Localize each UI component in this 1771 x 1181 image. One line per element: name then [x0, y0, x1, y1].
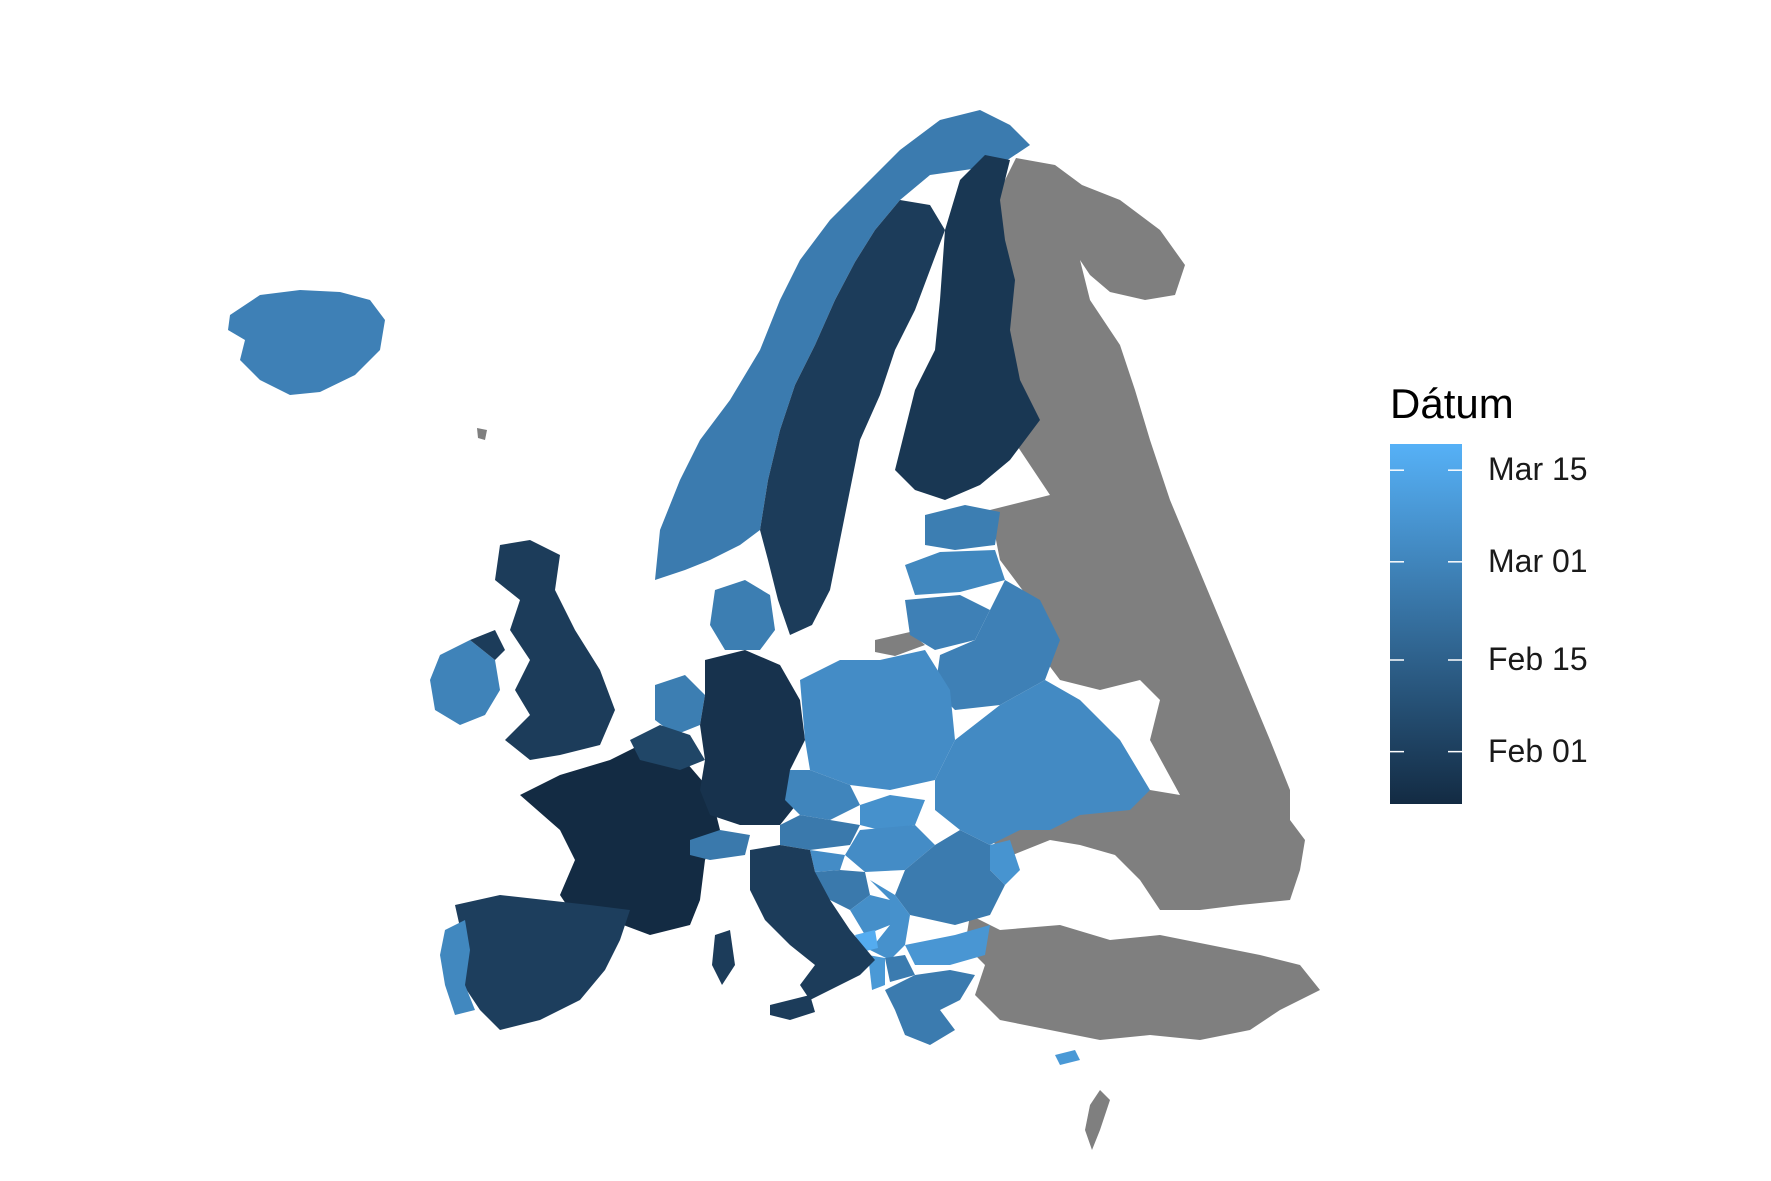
region-ukraine — [935, 680, 1150, 845]
region-croatia — [815, 870, 870, 910]
legend-tick-label: Feb 15 — [1488, 641, 1588, 677]
region-sardinia — [712, 930, 735, 985]
region-belgium — [630, 725, 705, 770]
legend-tick-label: Feb 01 — [1488, 732, 1588, 769]
region-iceland — [228, 290, 385, 395]
legend-tick-label: Mar 15 — [1488, 451, 1588, 488]
region-greece — [885, 970, 975, 1045]
region-lithuania — [905, 595, 990, 650]
region-czechia — [785, 770, 860, 820]
region-poland — [800, 650, 955, 790]
region-north-macedonia — [885, 955, 915, 982]
region-denmark — [710, 580, 775, 650]
region-austria — [780, 815, 860, 850]
legend-title: Dátum — [1390, 380, 1514, 427]
legend-colorbar — [1390, 444, 1462, 804]
region-northern-ireland — [470, 630, 505, 660]
region-finland — [895, 155, 1040, 500]
region-italy — [750, 845, 875, 1000]
region-slovakia — [860, 795, 925, 830]
region-hungary — [845, 825, 935, 872]
region-cyprus — [1055, 1050, 1080, 1065]
region-france — [520, 745, 720, 935]
region-sweden — [760, 200, 945, 635]
region-faroe — [477, 428, 487, 440]
region-spain — [455, 895, 630, 1030]
legend: Dátum Mar 15 Mar 01 Feb 15 Feb 01 — [1390, 380, 1690, 820]
region-moldova — [990, 840, 1020, 885]
region-turkey — [965, 915, 1320, 1040]
region-albania — [868, 955, 885, 990]
region-levant — [1085, 1090, 1110, 1150]
region-latvia — [905, 550, 1005, 595]
region-bosnia — [850, 895, 890, 935]
region-netherlands — [655, 675, 705, 735]
region-bulgaria — [905, 925, 990, 965]
legend-gradient-rect — [1390, 444, 1462, 804]
region-portugal — [440, 920, 475, 1015]
legend-tick-label: Mar 01 — [1488, 542, 1588, 579]
region-serbia — [870, 880, 910, 960]
region-belarus — [935, 580, 1060, 710]
region-kaliningrad — [875, 632, 925, 656]
region-switzerland — [690, 830, 750, 860]
region-estonia — [925, 505, 1000, 550]
region-slovenia — [810, 850, 845, 872]
region-norway — [655, 110, 1030, 580]
region-ireland — [430, 640, 500, 725]
region-sicily — [770, 995, 815, 1020]
region-uk — [495, 540, 615, 760]
region-russia — [980, 158, 1305, 910]
region-germany — [700, 650, 805, 825]
region-romania — [895, 830, 1005, 925]
